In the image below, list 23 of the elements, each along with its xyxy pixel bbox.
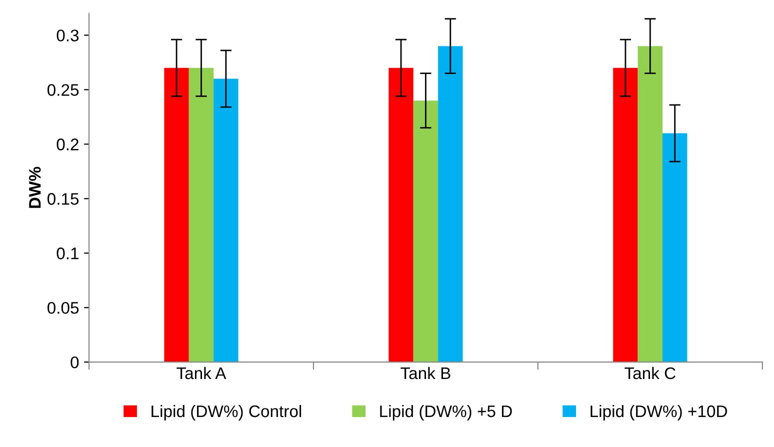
y-tick-label: 0.3 — [56, 30, 79, 42]
bar — [388, 68, 414, 362]
y-tick-label: 0.2 — [56, 138, 78, 150]
x-tick-label: Tank A — [176, 366, 226, 380]
y-tick-label: 0.1 — [56, 248, 78, 260]
bar — [164, 68, 189, 362]
legend-label: Lipid (DW%) +10D — [590, 404, 727, 420]
y-tick-label: 0 — [70, 356, 79, 368]
y-tick-label: 0.15 — [48, 193, 79, 205]
y-tick-label: 0.05 — [48, 302, 79, 314]
bar — [613, 68, 638, 362]
bar — [438, 46, 463, 362]
x-tick-label: Tank B — [400, 366, 450, 380]
y-axis-title: DW% — [29, 166, 41, 208]
x-tick-label: Tank C — [624, 366, 676, 380]
bar — [214, 78, 238, 362]
bar — [188, 68, 214, 362]
bar — [638, 46, 663, 362]
legend-label: Lipid (DW%) Control — [152, 404, 302, 420]
legend-label: Lipid (DW%) +5 D — [380, 404, 512, 420]
y-tick-label: 0.25 — [48, 84, 79, 96]
bar — [413, 100, 438, 362]
bar — [662, 133, 688, 362]
